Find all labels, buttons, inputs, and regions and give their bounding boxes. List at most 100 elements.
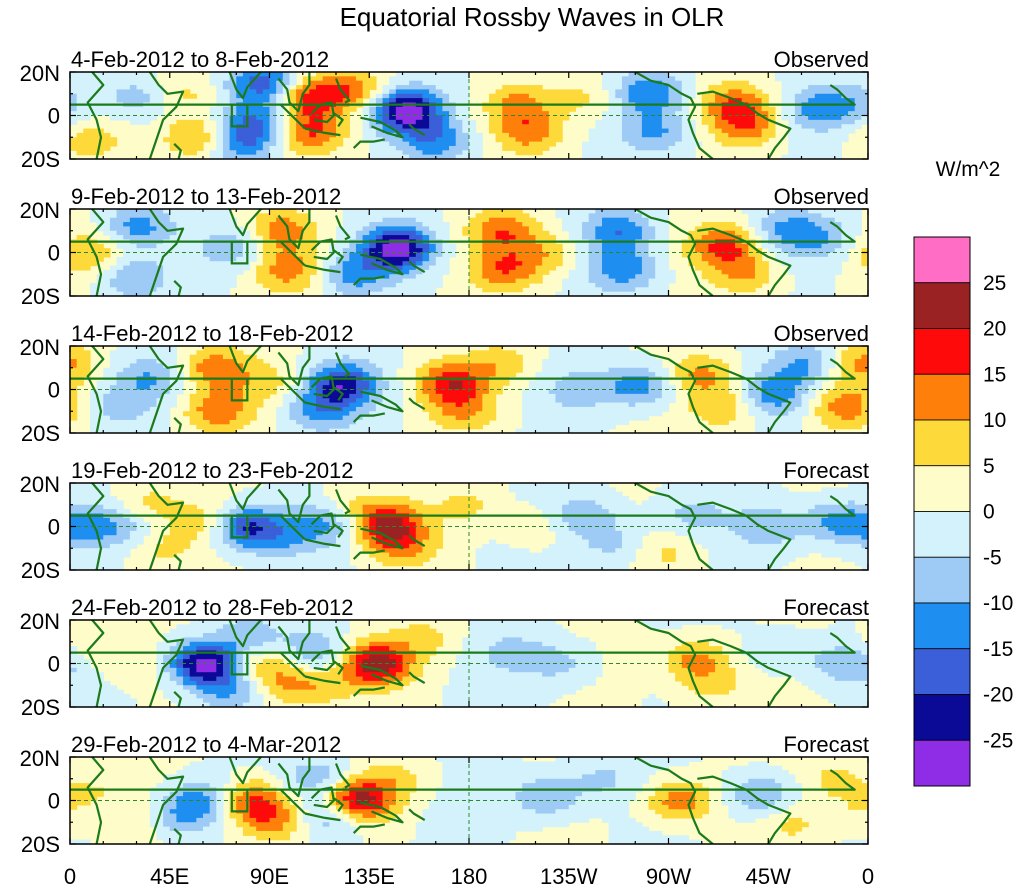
field-cell: [289, 415, 310, 421]
field-cell: [322, 76, 357, 82]
field-cell: [389, 667, 404, 673]
field-cell: [76, 93, 118, 99]
field-cell: [688, 393, 736, 399]
field-cell: [242, 565, 357, 570]
field-cell: [735, 124, 756, 130]
field-cell: [542, 359, 663, 364]
field-cell: [488, 539, 497, 545]
field-cell: [415, 367, 430, 373]
field-cell: [269, 128, 277, 134]
field-cell: [442, 354, 523, 360]
field-cell: [834, 646, 849, 652]
field-cell: [834, 539, 868, 545]
field-cell: [355, 230, 370, 236]
field-cell: [422, 385, 437, 391]
field-cell: [103, 398, 158, 404]
field-cell: [409, 154, 457, 159]
field-cell: [482, 230, 497, 236]
field-cell: [602, 222, 636, 227]
field-cell: [382, 796, 397, 802]
field-cell: [861, 354, 868, 360]
field-cell: [761, 380, 803, 386]
field-cell: [442, 372, 470, 378]
field-cell: [236, 646, 251, 652]
field-cell: [289, 93, 297, 99]
field-cell: [661, 132, 683, 138]
field-cell: [754, 402, 776, 408]
field-cell: [721, 509, 743, 515]
field-cell: [189, 402, 204, 408]
field-cell: [395, 115, 424, 121]
coastline: [334, 78, 351, 104]
field-cell: [322, 778, 337, 784]
field-cell: [269, 150, 284, 156]
field-cell: [349, 93, 364, 99]
field-cell: [362, 548, 377, 554]
field-cell: [103, 411, 144, 417]
field-cell: [362, 132, 377, 138]
field-cell: [375, 406, 404, 412]
field-cell: [555, 539, 590, 545]
coastline: [352, 549, 386, 560]
field-cell: [362, 535, 377, 541]
field-cell: [628, 141, 676, 147]
field-cell: [488, 654, 570, 660]
field-cell: [89, 291, 124, 296]
field-cell: [256, 278, 284, 284]
field-cell: [336, 800, 350, 806]
field-cell: [149, 813, 164, 819]
field-cell: [249, 85, 271, 90]
field-cell: [196, 680, 231, 686]
field-cell: [415, 385, 424, 391]
field-cell: [249, 685, 257, 691]
field-cell: [209, 106, 224, 112]
field-cell: [236, 689, 251, 695]
field-cell: [229, 663, 237, 669]
field-cell: [568, 372, 656, 378]
field-cell: [169, 380, 184, 386]
field-cell: [262, 141, 277, 147]
field-cell: [402, 124, 430, 130]
field-cell: [708, 565, 783, 570]
field-cell: [236, 124, 264, 130]
field-cell: [575, 659, 603, 665]
field-cell: [821, 398, 836, 404]
field-cell: [316, 389, 324, 395]
field-cell: [715, 667, 736, 673]
field-cell: [482, 393, 497, 399]
field-cell: [216, 663, 224, 669]
field-cell: [495, 132, 510, 138]
field-cell: [828, 235, 842, 241]
field-cell: [362, 80, 377, 86]
field-cell: [236, 530, 251, 536]
field-cell: [329, 380, 357, 386]
field-cell: [781, 261, 842, 267]
field-cell: [488, 659, 576, 665]
field-cell: [109, 235, 124, 241]
field-cell: [595, 500, 636, 506]
field-cell: [402, 137, 417, 143]
field-cell: [675, 363, 729, 369]
field-cell: [349, 783, 364, 789]
field-cell: [322, 633, 344, 638]
field-cell: [715, 119, 729, 125]
field-cell: [455, 115, 470, 121]
field-cell: [196, 380, 211, 386]
field-cell: [768, 672, 829, 678]
field-cell: [256, 530, 284, 536]
field-cell: [355, 406, 377, 412]
field-cell: [455, 132, 470, 138]
field-cell: [621, 535, 643, 541]
field-cell: [156, 646, 171, 652]
field-cell: [169, 389, 184, 395]
field-cell: [163, 654, 177, 660]
field-cell: [821, 402, 829, 408]
field-cell: [262, 765, 297, 771]
field-cell: [774, 76, 868, 82]
coastline: [86, 620, 105, 707]
field-cell: [336, 124, 350, 130]
field-cell: [721, 269, 756, 275]
field-cell: [222, 526, 231, 532]
field-cell: [103, 393, 164, 399]
